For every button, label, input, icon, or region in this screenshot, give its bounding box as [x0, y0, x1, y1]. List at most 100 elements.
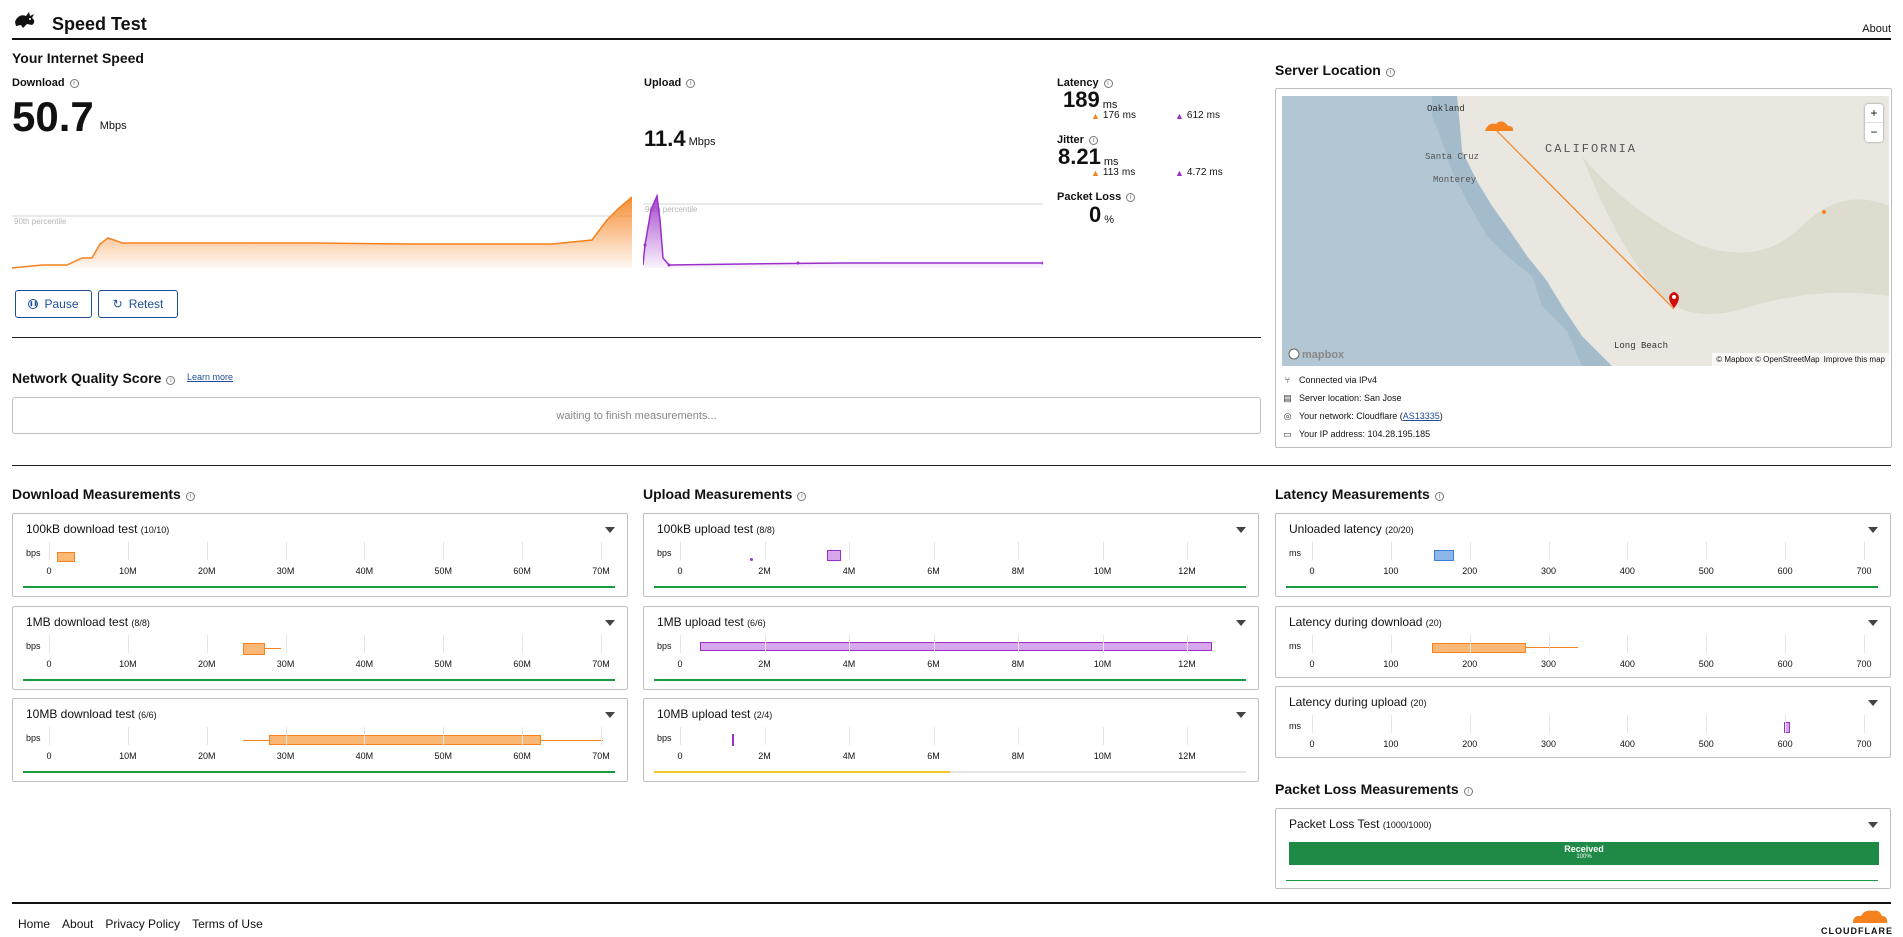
- latency-card-unloaded[interactable]: Unloaded latency (20/20) ms 0 100 200 300 40…: [1275, 513, 1891, 597]
- upload-card-1mb[interactable]: 1MB upload test (6/6) bps 0 2M 4M 6M 8M 10M 12…: [643, 606, 1259, 690]
- upload-card-10mb[interactable]: 10MB upload test (2/4) bps 0 2M 4M 6M 8M 10M 1…: [643, 698, 1259, 782]
- info-icon[interactable]: i: [1126, 193, 1136, 202]
- axis-tick-label: 12M: [1178, 659, 1196, 669]
- jitter-download: ▲ 113 ms: [1091, 167, 1135, 178]
- card-title-text: 1MB upload test: [657, 615, 744, 629]
- info-icon[interactable]: i: [797, 492, 807, 501]
- learn-more-link[interactable]: Learn more: [187, 372, 234, 382]
- axis-gridline: [1627, 635, 1629, 653]
- upload-person-icon: ▲: [1175, 110, 1184, 121]
- latency-measurements-title-text: Latency Measurements: [1275, 486, 1430, 502]
- server-map[interactable]: Oakland Santa Cruz Monterey CALIFORNIA L…: [1282, 96, 1889, 366]
- info-icon[interactable]: i: [1385, 68, 1395, 77]
- improve-map-link[interactable]: Improve this map: [1823, 355, 1885, 364]
- axis-tick-label: 6M: [927, 751, 940, 761]
- footer-terms-link[interactable]: Terms of Use: [192, 917, 263, 931]
- latency-value: 189: [1063, 87, 1100, 112]
- status-bar: [654, 771, 1246, 773]
- chevron-down-icon[interactable]: [605, 620, 615, 626]
- axis-tick-label: 10M: [119, 566, 137, 576]
- chevron-down-icon[interactable]: [1236, 527, 1246, 533]
- axis-tick-label: 600: [1777, 659, 1793, 669]
- info-icon[interactable]: i: [166, 376, 176, 385]
- card-count: (6/6): [747, 618, 766, 628]
- card-title: 10MB upload test (2/4): [657, 707, 772, 721]
- packet-loss-card[interactable]: Packet Loss Test (1000/1000) Received 10…: [1275, 808, 1891, 889]
- asn-link[interactable]: AS13335: [1402, 411, 1440, 421]
- map-attribution-text[interactable]: © Mapbox © OpenStreetMap: [1716, 355, 1820, 364]
- retest-button[interactable]: ↻ Retest: [98, 290, 178, 318]
- packet-loss-value: 0: [1089, 202, 1102, 227]
- latency-readout: 189 ms: [1063, 87, 1117, 112]
- jitter-up-unit: ms: [1209, 167, 1223, 178]
- whisker: [1526, 647, 1578, 648]
- upload-point: [643, 243, 647, 247]
- server-location-text: Server location: San Jose: [1299, 393, 1402, 403]
- axis-gridline: [601, 635, 602, 653]
- info-icon[interactable]: i: [686, 79, 696, 88]
- chevron-down-icon[interactable]: [1868, 527, 1878, 533]
- info-icon[interactable]: i: [1463, 787, 1473, 796]
- info-icon[interactable]: i: [185, 492, 195, 501]
- zoom-out-button[interactable]: −: [1870, 125, 1878, 139]
- download-card-10mb[interactable]: 10MB download test (6/6) bps 0 10M 20M 30M 4…: [12, 698, 628, 782]
- header-divider: [12, 38, 1891, 40]
- axis-gridline: [601, 542, 602, 560]
- footer-about-link[interactable]: About: [62, 917, 94, 931]
- chevron-down-icon[interactable]: [1236, 712, 1246, 718]
- packet-loss-label-text: Packet Loss: [1057, 191, 1122, 203]
- status-bar: [1286, 880, 1878, 881]
- chevron-down-icon[interactable]: [1236, 620, 1246, 626]
- chevron-down-icon[interactable]: [605, 527, 615, 533]
- download-label-text: Download: [12, 77, 65, 89]
- info-icon[interactable]: i: [1088, 136, 1098, 145]
- upload-card-100kb[interactable]: 100kB upload test (8/8) bps 0 2M 4M 6M 8M 10M…: [643, 513, 1259, 597]
- axis-gridline: [933, 635, 935, 653]
- axis-gridline: [1390, 635, 1392, 653]
- footer-home-link[interactable]: Home: [18, 917, 51, 931]
- server-icon: ▤: [1283, 392, 1292, 403]
- zoom-in-button[interactable]: +: [1865, 104, 1883, 123]
- axis-tick-label: 400: [1619, 566, 1635, 576]
- upload-label-text: Upload: [644, 77, 682, 89]
- upload-person-icon: ▲: [1175, 167, 1184, 178]
- download-unit: Mbps: [99, 120, 127, 132]
- axis-gridline: [1312, 542, 1313, 560]
- pause-button[interactable]: ❚❚ Pause: [15, 290, 92, 318]
- chevron-down-icon[interactable]: [1868, 620, 1878, 626]
- upload-line: [643, 193, 1043, 266]
- card-title: 10MB download test (6/6): [26, 707, 157, 721]
- server-location-title: Server Location i: [1275, 62, 1395, 78]
- info-icon[interactable]: i: [1103, 79, 1113, 88]
- axis-tick-label: 0: [677, 566, 683, 576]
- footer-privacy-link[interactable]: Privacy Policy: [105, 917, 181, 931]
- map-label-oakland: Oakland: [1427, 104, 1465, 114]
- jitter-label-text: Jitter: [1057, 134, 1084, 146]
- card-title-text: 10MB download test: [26, 707, 135, 721]
- axis-tick-label: 40M: [355, 566, 374, 576]
- axis-gridline: [849, 542, 850, 560]
- header-about-link[interactable]: About: [1862, 23, 1891, 35]
- axis-tick-label: 70M: [592, 659, 610, 669]
- axis-tick-label: 8M: [1011, 751, 1025, 761]
- chevron-down-icon[interactable]: [605, 712, 615, 718]
- axis-gridline: [49, 635, 50, 653]
- axis-gridline: [680, 727, 681, 745]
- info-icon[interactable]: i: [1434, 492, 1444, 501]
- download-card-100kb[interactable]: 100kB download test (10/10) bps 0 10M 20M 3…: [12, 513, 628, 597]
- latency-card-download[interactable]: Latency during download (20) ms 0 100 200 3…: [1275, 606, 1891, 678]
- download-card-1mb[interactable]: 1MB download test (8/8) bps 0 10M 20M 30M 40…: [12, 606, 628, 690]
- info-icon[interactable]: i: [69, 79, 79, 88]
- map-route-line: [1494, 128, 1675, 310]
- chevron-down-icon[interactable]: [1868, 822, 1878, 828]
- latency-card-upload[interactable]: Latency during upload (20) ms 0 100 200 300…: [1275, 686, 1891, 758]
- axis-gridline: [206, 542, 208, 560]
- cloudflare-logo-icon[interactable]: CLOUDFLARE: [1809, 907, 1893, 937]
- axis-gridline: [1548, 635, 1550, 653]
- axis-gridline: [933, 727, 935, 745]
- axis-tick-label: 400: [1619, 659, 1635, 669]
- axis-gridline: [206, 635, 208, 653]
- user-location-marker: [1669, 292, 1679, 308]
- network-icon: ⑂: [1284, 374, 1291, 385]
- chevron-down-icon[interactable]: [1868, 700, 1878, 706]
